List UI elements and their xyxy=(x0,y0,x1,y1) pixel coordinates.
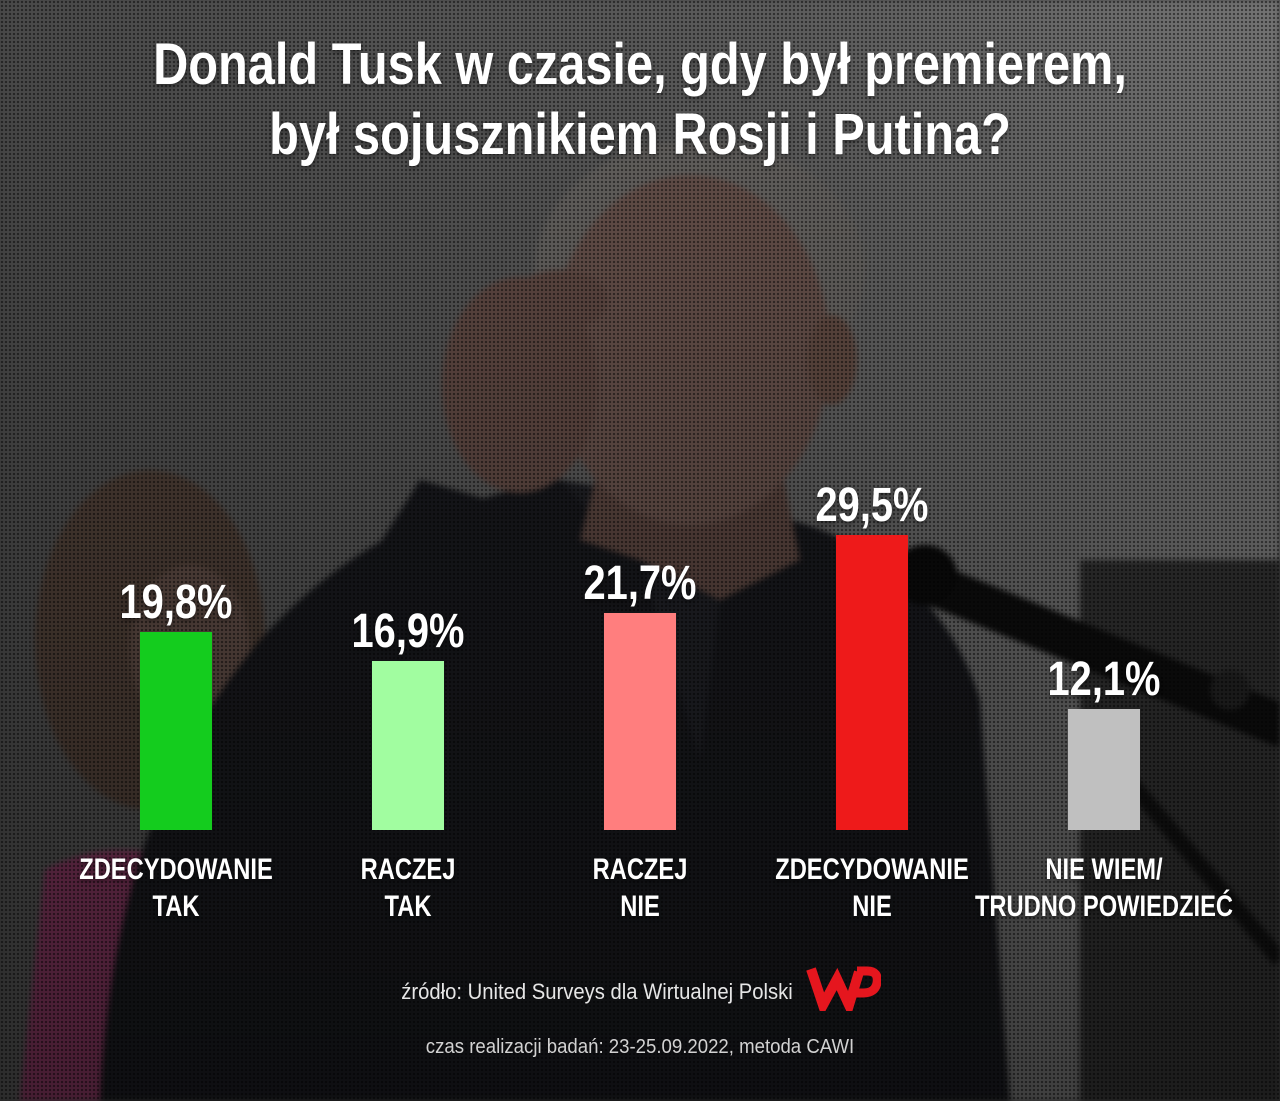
category-label-raczej-nie: RACZEJ NIE xyxy=(592,853,688,923)
bar-zdecydowanie-tak xyxy=(140,632,212,830)
wp-logo-icon xyxy=(806,966,881,1011)
bar-raczej-nie xyxy=(604,613,676,830)
value-label-raczej-nie: 21,7% xyxy=(583,557,697,610)
category-label-zdecydowanie-nie: ZDECYDOWANIE NIE xyxy=(775,853,969,923)
bar-zdecydowanie-nie xyxy=(836,535,908,830)
chart-title-line-2: był sojusznikiem Rosji i Putina? xyxy=(269,102,1011,167)
bar-nie-wiem-trudno-powiedziec xyxy=(1068,709,1140,830)
category-label-zdecydowanie-tak: ZDECYDOWANIE TAK xyxy=(79,853,273,923)
value-label-zdecydowanie-nie: 29,5% xyxy=(815,479,929,532)
value-label-raczej-tak: 16,9% xyxy=(351,605,465,658)
value-label-zdecydowanie-tak: 19,8% xyxy=(119,576,233,629)
chart-title: Donald Tusk w czasie, gdy był premierem,… xyxy=(102,30,1177,170)
bar-raczej-tak xyxy=(372,661,444,830)
fieldwork-text: czas realizacji badań: 23-25.09.2022, me… xyxy=(425,1036,855,1058)
value-label-nie-wiem-trudno-powiedziec: 12,1% xyxy=(1047,653,1161,706)
source-text: źródło: United Surveys dla Wirtualnej Po… xyxy=(401,979,793,1004)
category-label-raczej-tak: RACZEJ TAK xyxy=(360,853,456,923)
chart-title-line-1: Donald Tusk w czasie, gdy był premierem, xyxy=(153,32,1127,97)
category-label-nie-wiem-trudno-powiedziec: NIE WIEM/ TRUDNO POWIEDZIEĆ xyxy=(974,853,1234,923)
